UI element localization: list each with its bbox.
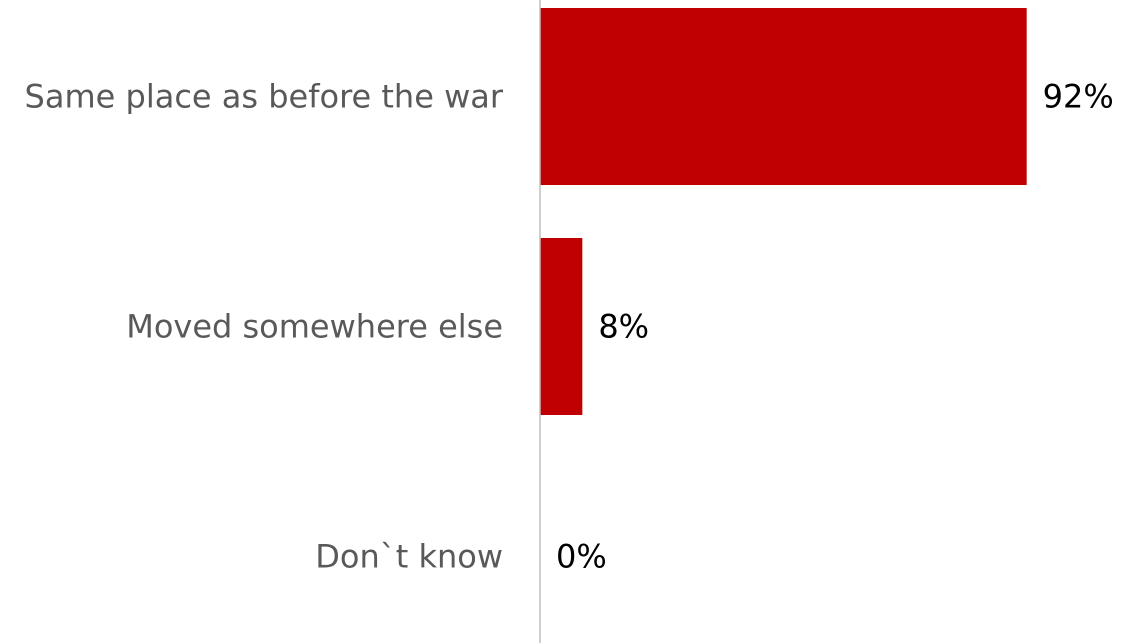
value-label-0: 92% xyxy=(1043,78,1114,116)
value-label-2: 0% xyxy=(556,538,607,576)
category-label-1: Moved somewhere else xyxy=(126,308,503,346)
category-labels: Same place as before the war Moved somewh… xyxy=(25,78,504,576)
category-label-2: Don`t know xyxy=(315,538,503,576)
category-label-0: Same place as before the war xyxy=(25,78,504,116)
value-labels: 92% 8% 0% xyxy=(556,78,1114,576)
bars xyxy=(540,8,1027,415)
value-label-1: 8% xyxy=(598,308,649,346)
bar-1 xyxy=(540,238,583,415)
bar-0 xyxy=(540,8,1027,185)
